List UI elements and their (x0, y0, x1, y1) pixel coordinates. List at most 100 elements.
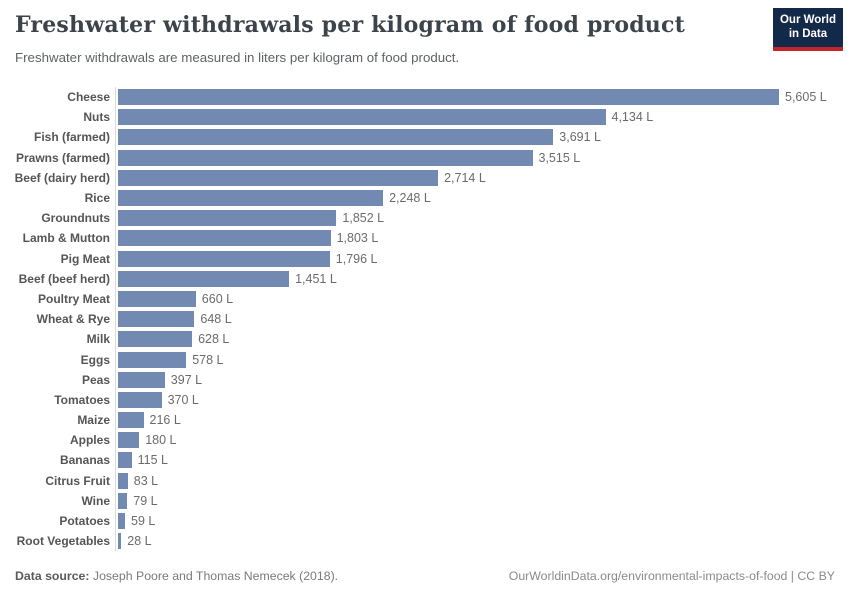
bar[interactable] (118, 533, 122, 550)
bar-row: Poultry Meat 660 L (0, 288, 827, 310)
category-label: Lamb & Mutton (22, 231, 110, 246)
chart-title: Freshwater withdrawals per kilogram of f… (15, 12, 685, 38)
data-source-text: Joseph Poore and Thomas Nemecek (2018). (89, 569, 339, 583)
value-label: 1,852 L (342, 211, 385, 226)
bar-track: 2,714 L (115, 167, 486, 188)
bar[interactable] (118, 190, 384, 207)
value-label: 180 L (145, 433, 177, 448)
bar-row: Wheat & Rye 648 L (0, 309, 827, 330)
category-label: Bananas (59, 453, 110, 468)
value-label: 2,248 L (389, 191, 431, 206)
bar-track: 79 L (115, 490, 158, 511)
owid-logo-line2: in Data (788, 27, 828, 40)
category-label: Tomatoes (54, 392, 110, 407)
bar-row: Groundnuts 1,852 L (0, 208, 827, 229)
bar[interactable] (118, 331, 193, 348)
bar-row: Potatoes 59 L (0, 510, 827, 532)
category-label: Root Vegetables (16, 534, 110, 549)
bar-track: 1,451 L (115, 268, 337, 289)
attribution-link[interactable]: OurWorldinData.org/environmental-impacts… (508, 569, 835, 583)
bar-chart: Cheese 5,605 L Nuts 4,134 L Fish (farmed) 3,6… (0, 87, 827, 552)
value-label: 3,691 L (559, 130, 602, 145)
bar-track: 1,803 L (115, 228, 378, 249)
bar-track: 115 L (115, 450, 168, 471)
bar-row: Wine 79 L (0, 490, 827, 511)
category-label: Nuts (83, 110, 110, 125)
data-source-label: Data source: (15, 569, 90, 583)
category-label: Wheat & Rye (36, 312, 110, 327)
bar[interactable] (118, 290, 196, 307)
bar-track: 578 L (115, 349, 224, 370)
bar[interactable] (118, 311, 195, 328)
bar[interactable] (118, 210, 337, 227)
category-label: Rice (84, 191, 110, 206)
category-label: Fish (farmed) (33, 130, 110, 145)
value-label: 216 L (149, 413, 181, 428)
value-label: 628 L (198, 332, 230, 347)
bar-row: Rice 2,248 L (0, 187, 827, 209)
value-label: 1,796 L (335, 251, 378, 266)
value-label: 28 L (127, 534, 152, 549)
bar[interactable] (118, 169, 439, 186)
value-label: 3,515 L (538, 150, 581, 165)
bar[interactable] (118, 149, 533, 166)
bar-row: Bananas 115 L (0, 450, 827, 471)
bar-track: 370 L (115, 389, 199, 410)
value-label: 660 L (201, 291, 234, 306)
category-label: Apples (69, 433, 110, 448)
bar[interactable] (118, 371, 165, 388)
value-label: 59 L (131, 514, 156, 529)
value-label: 2,714 L (444, 170, 486, 185)
bar-track: 648 L (115, 309, 232, 330)
bar[interactable] (118, 89, 779, 106)
bar-track: 3,515 L (115, 147, 581, 168)
bar-track: 3,691 L (115, 127, 602, 148)
category-label: Groundnuts (41, 211, 110, 226)
bar-track: 660 L (115, 288, 234, 310)
bar-track: 28 L (115, 531, 152, 552)
category-label: Beef (dairy herd) (14, 170, 110, 185)
bar[interactable] (118, 472, 128, 489)
value-label: 370 L (167, 392, 199, 407)
bar-row: Citrus Fruit 83 L (0, 470, 827, 491)
chart-footer: Data source: Joseph Poore and Thomas Nem… (15, 569, 835, 583)
bar-track: 2,248 L (115, 187, 431, 209)
bar-track: 1,796 L (115, 248, 378, 269)
bar-row: Peas 397 L (0, 369, 827, 390)
category-label: Pig Meat (60, 251, 110, 266)
value-label: 397 L (170, 372, 203, 387)
bar-row: Cheese 5,605 L (0, 87, 827, 108)
value-label: 83 L (133, 473, 159, 488)
value-label: 578 L (192, 352, 224, 367)
value-label: 5,605 L (785, 90, 827, 105)
data-source-note: Data source: Joseph Poore and Thomas Nem… (15, 569, 338, 583)
bar[interactable] (118, 351, 187, 368)
value-label: 4,134 L (611, 110, 654, 125)
bar-track: 59 L (115, 510, 156, 532)
bar[interactable] (118, 391, 162, 408)
bar-row: Nuts 4,134 L (0, 107, 827, 128)
bar[interactable] (118, 109, 606, 126)
bar-row: Fish (farmed) 3,691 L (0, 127, 827, 148)
bar[interactable] (118, 270, 290, 287)
bar-row: Maize 216 L (0, 410, 827, 431)
bar-track: 5,605 L (115, 87, 827, 108)
bar[interactable] (118, 412, 144, 429)
bar-row: Beef (beef herd) 1,451 L (0, 268, 827, 289)
chart-subtitle: Freshwater withdrawals are measured in l… (15, 50, 460, 65)
bar[interactable] (118, 129, 554, 146)
bar[interactable] (118, 250, 330, 267)
bar[interactable] (118, 230, 331, 247)
bar-track: 4,134 L (115, 107, 654, 128)
bar[interactable] (118, 432, 140, 449)
category-label: Peas (81, 372, 110, 387)
owid-logo[interactable]: Our World in Data (772, 8, 843, 51)
bar[interactable] (118, 492, 128, 509)
category-label: Cheese (67, 90, 110, 105)
bar-row: Root Vegetables 28 L (0, 531, 827, 552)
bar[interactable] (118, 452, 132, 469)
category-label: Wine (81, 493, 110, 508)
bar[interactable] (118, 513, 125, 530)
bar-track: 1,852 L (115, 208, 385, 229)
value-label: 648 L (200, 312, 232, 327)
